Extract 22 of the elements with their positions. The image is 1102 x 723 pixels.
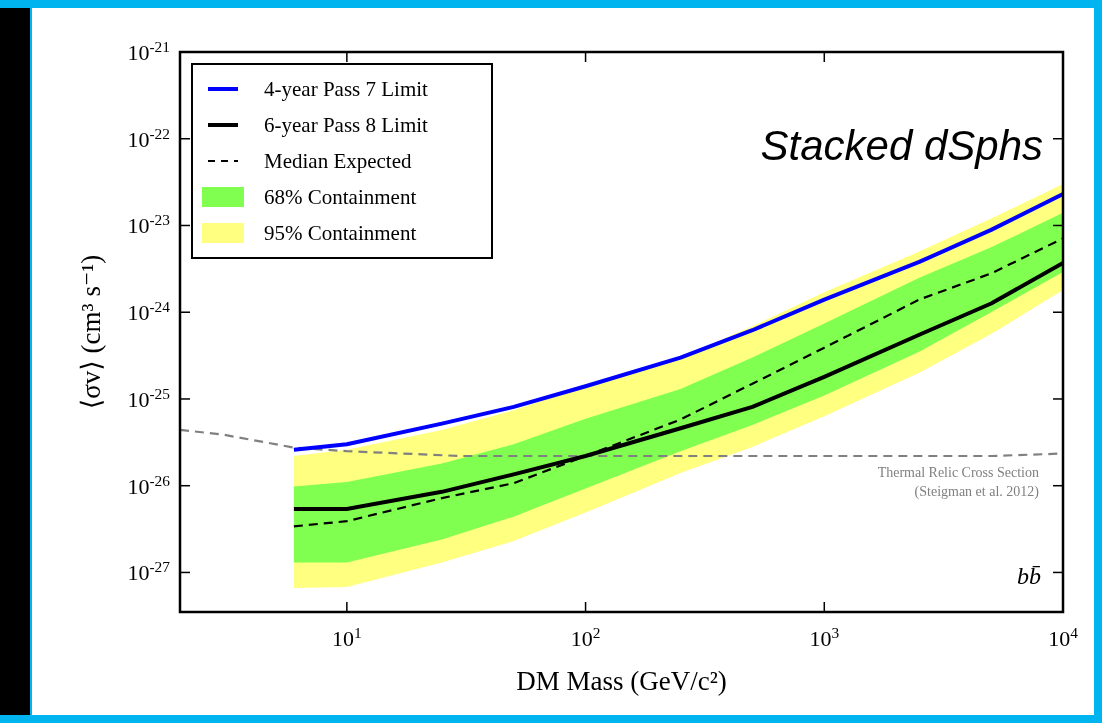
legend-label: 68% Containment	[264, 185, 417, 209]
x-tick-label: 10$^{2}$	[570, 623, 601, 651]
annotation: Stacked dSphs	[760, 122, 1043, 169]
legend-label: 6-year Pass 8 Limit	[264, 113, 429, 137]
x-axis-title: DM Mass (GeV/c²)	[516, 666, 727, 696]
y-tick-label: 10$^{-25}$	[127, 384, 171, 412]
legend-label: 4-year Pass 7 Limit	[264, 77, 429, 101]
legend-label: 95% Containment	[264, 221, 417, 245]
x-tick-label: 10$^{3}$	[809, 623, 840, 651]
x-tick-label: 10$^{4}$	[1048, 623, 1079, 651]
legend-label: Median Expected	[264, 149, 413, 173]
x-tick-label: 10$^{1}$	[332, 623, 362, 651]
annotation: Thermal Relic Cross Section	[877, 465, 1039, 480]
y-axis-title: ⟨σv⟩ (cm³ s⁻¹)	[76, 254, 106, 410]
y-tick-label: 10$^{-26}$	[127, 471, 171, 499]
y-tick-label: 10$^{-27}$	[127, 557, 171, 586]
annotation: bb̄	[1017, 563, 1041, 589]
y-tick-label: 10$^{-24}$	[127, 297, 171, 326]
y-tick-label: 10$^{-22}$	[127, 124, 170, 152]
y-tick-label: 10$^{-21}$	[127, 37, 170, 65]
y-tick-label: 10$^{-23}$	[127, 210, 171, 239]
annotation: (Steigman et al. 2012)	[914, 484, 1040, 500]
